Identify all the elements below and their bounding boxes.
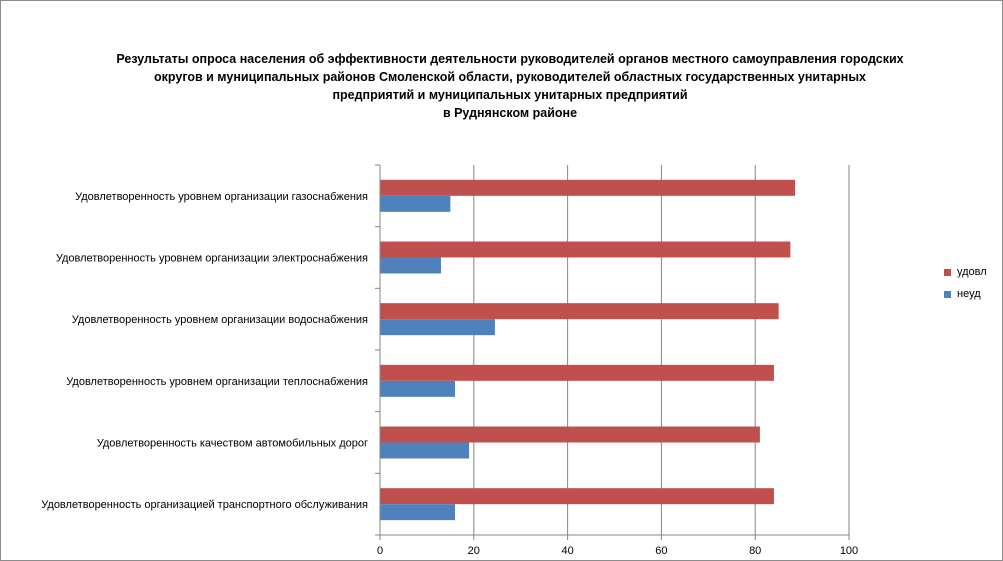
legend-item-neud: неуд bbox=[944, 284, 987, 304]
legend-item-udovl: удовл bbox=[944, 262, 987, 282]
x-tick-label-20: 20 bbox=[468, 545, 480, 557]
bar-udovl-5 bbox=[380, 488, 774, 505]
legend-swatch-neud bbox=[944, 290, 951, 298]
category-label-2: Удовлетворенность уровнем организации во… bbox=[72, 314, 368, 326]
category-label-5: Удовлетворенность организацией транспорт… bbox=[41, 499, 368, 511]
category-label-4: Удовлетворенность качеством автомобильны… bbox=[97, 438, 368, 450]
title-line-3: предприятий и муниципальных унитарных пр… bbox=[332, 88, 688, 102]
category-label-3: Удовлетворенность уровнем организации те… bbox=[66, 376, 368, 388]
title-line-1: Результаты опроса населения об эффективн… bbox=[116, 52, 904, 66]
title-line-4: в Руднянском районе bbox=[442, 106, 578, 120]
x-tick-label-40: 40 bbox=[561, 545, 573, 557]
legend-swatch-udovl bbox=[944, 268, 951, 276]
bar-neud-1 bbox=[380, 257, 441, 274]
legend-label-udovl: удовл bbox=[957, 266, 987, 278]
x-tick-label-60: 60 bbox=[655, 545, 667, 557]
bar-udovl-4 bbox=[380, 426, 760, 443]
bar-neud-4 bbox=[380, 442, 470, 459]
bar-neud-5 bbox=[380, 504, 456, 521]
legend: удовл неуд bbox=[944, 262, 987, 306]
bar-neud-0 bbox=[380, 195, 451, 212]
bar-udovl-3 bbox=[380, 364, 774, 381]
legend-label-neud: неуд bbox=[957, 288, 981, 300]
x-tick-label-100: 100 bbox=[840, 545, 858, 557]
x-tick-label-0: 0 bbox=[377, 545, 383, 557]
bar-neud-3 bbox=[380, 380, 456, 397]
chart-title: Результаты опроса населения об эффективн… bbox=[60, 50, 960, 122]
x-tick-label-80: 80 bbox=[749, 545, 761, 557]
bar-udovl-2 bbox=[380, 303, 779, 320]
bar-neud-2 bbox=[380, 319, 495, 336]
category-label-0: Удовлетворенность уровнем организации га… bbox=[75, 191, 368, 203]
title-line-2: округов и муниципальных районов Смоленск… bbox=[154, 70, 866, 84]
bar-udovl-0 bbox=[380, 179, 796, 196]
category-label-1: Удовлетворенность уровнем организации эл… bbox=[56, 253, 368, 265]
bar-udovl-1 bbox=[380, 241, 791, 258]
